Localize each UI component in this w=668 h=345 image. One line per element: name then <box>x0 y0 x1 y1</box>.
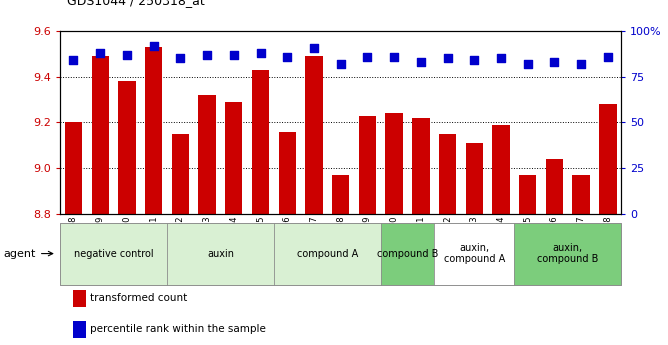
Bar <box>381 223 434 285</box>
Text: compound B: compound B <box>377 249 438 258</box>
Bar <box>92 56 109 214</box>
Point <box>335 61 346 67</box>
Point <box>389 54 399 59</box>
Point <box>362 54 373 59</box>
Point <box>469 58 480 63</box>
Point <box>522 61 533 67</box>
Text: negative control: negative control <box>73 249 154 258</box>
Text: auxin,
compound B: auxin, compound B <box>537 243 599 264</box>
Point <box>202 52 212 58</box>
Bar <box>118 81 136 214</box>
Point <box>415 59 426 65</box>
Point <box>442 56 453 61</box>
Bar <box>572 175 590 214</box>
Bar <box>466 143 483 214</box>
Bar <box>172 134 189 214</box>
Bar <box>60 223 167 285</box>
Point <box>282 54 293 59</box>
Bar <box>412 118 430 214</box>
Bar <box>519 175 536 214</box>
Bar <box>145 47 162 214</box>
Point <box>122 52 132 58</box>
Text: percentile rank within the sample: percentile rank within the sample <box>90 325 266 334</box>
Bar <box>599 104 617 214</box>
Point <box>603 54 613 59</box>
Point <box>175 56 186 61</box>
Text: agent: agent <box>3 249 35 258</box>
Point <box>148 43 159 48</box>
Bar <box>279 132 296 214</box>
Bar <box>274 223 381 285</box>
Point <box>496 56 506 61</box>
Bar <box>167 223 274 285</box>
Point <box>549 59 560 65</box>
Bar <box>65 122 82 214</box>
Bar <box>225 102 242 214</box>
Bar <box>305 56 323 214</box>
Bar <box>252 70 269 214</box>
Point <box>255 50 266 56</box>
Text: auxin: auxin <box>207 249 234 258</box>
Bar <box>359 116 376 214</box>
Bar <box>546 159 563 214</box>
Text: transformed count: transformed count <box>90 294 188 303</box>
Bar <box>385 114 403 214</box>
Point <box>68 58 79 63</box>
Point <box>309 45 319 50</box>
Bar <box>439 134 456 214</box>
Text: GDS1044 / 250318_at: GDS1044 / 250318_at <box>67 0 204 7</box>
Bar <box>492 125 510 214</box>
Bar <box>434 223 514 285</box>
Text: compound A: compound A <box>297 249 358 258</box>
Point <box>228 52 239 58</box>
Text: auxin,
compound A: auxin, compound A <box>444 243 505 264</box>
Bar <box>514 223 621 285</box>
Point <box>95 50 106 56</box>
Point <box>576 61 587 67</box>
Bar <box>198 95 216 214</box>
Bar <box>332 175 349 214</box>
